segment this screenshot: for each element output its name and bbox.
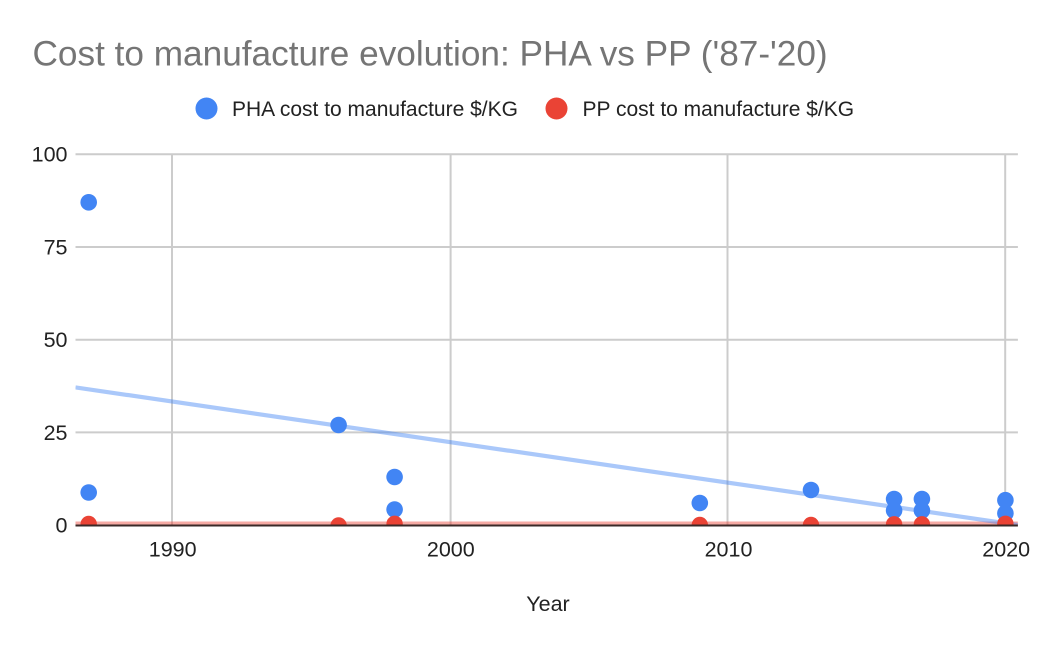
svg-text:100: 100 — [32, 143, 68, 167]
svg-text:Year: Year — [526, 592, 569, 616]
svg-text:75: 75 — [44, 235, 68, 259]
svg-text:PHA cost to manufacture $/KG: PHA cost to manufacture $/KG — [232, 98, 518, 121]
svg-text:0: 0 — [56, 514, 68, 538]
svg-text:2010: 2010 — [705, 538, 753, 562]
svg-text:PP cost to manufacture $/KG: PP cost to manufacture $/KG — [583, 98, 855, 121]
svg-text:2000: 2000 — [427, 538, 475, 562]
svg-text:Cost to manufacture evolution:: Cost to manufacture evolution: PHA vs PP… — [33, 35, 828, 74]
svg-text:50: 50 — [44, 328, 68, 352]
svg-text:2020: 2020 — [982, 538, 1030, 562]
svg-text:1990: 1990 — [149, 538, 197, 562]
svg-text:25: 25 — [44, 421, 68, 445]
